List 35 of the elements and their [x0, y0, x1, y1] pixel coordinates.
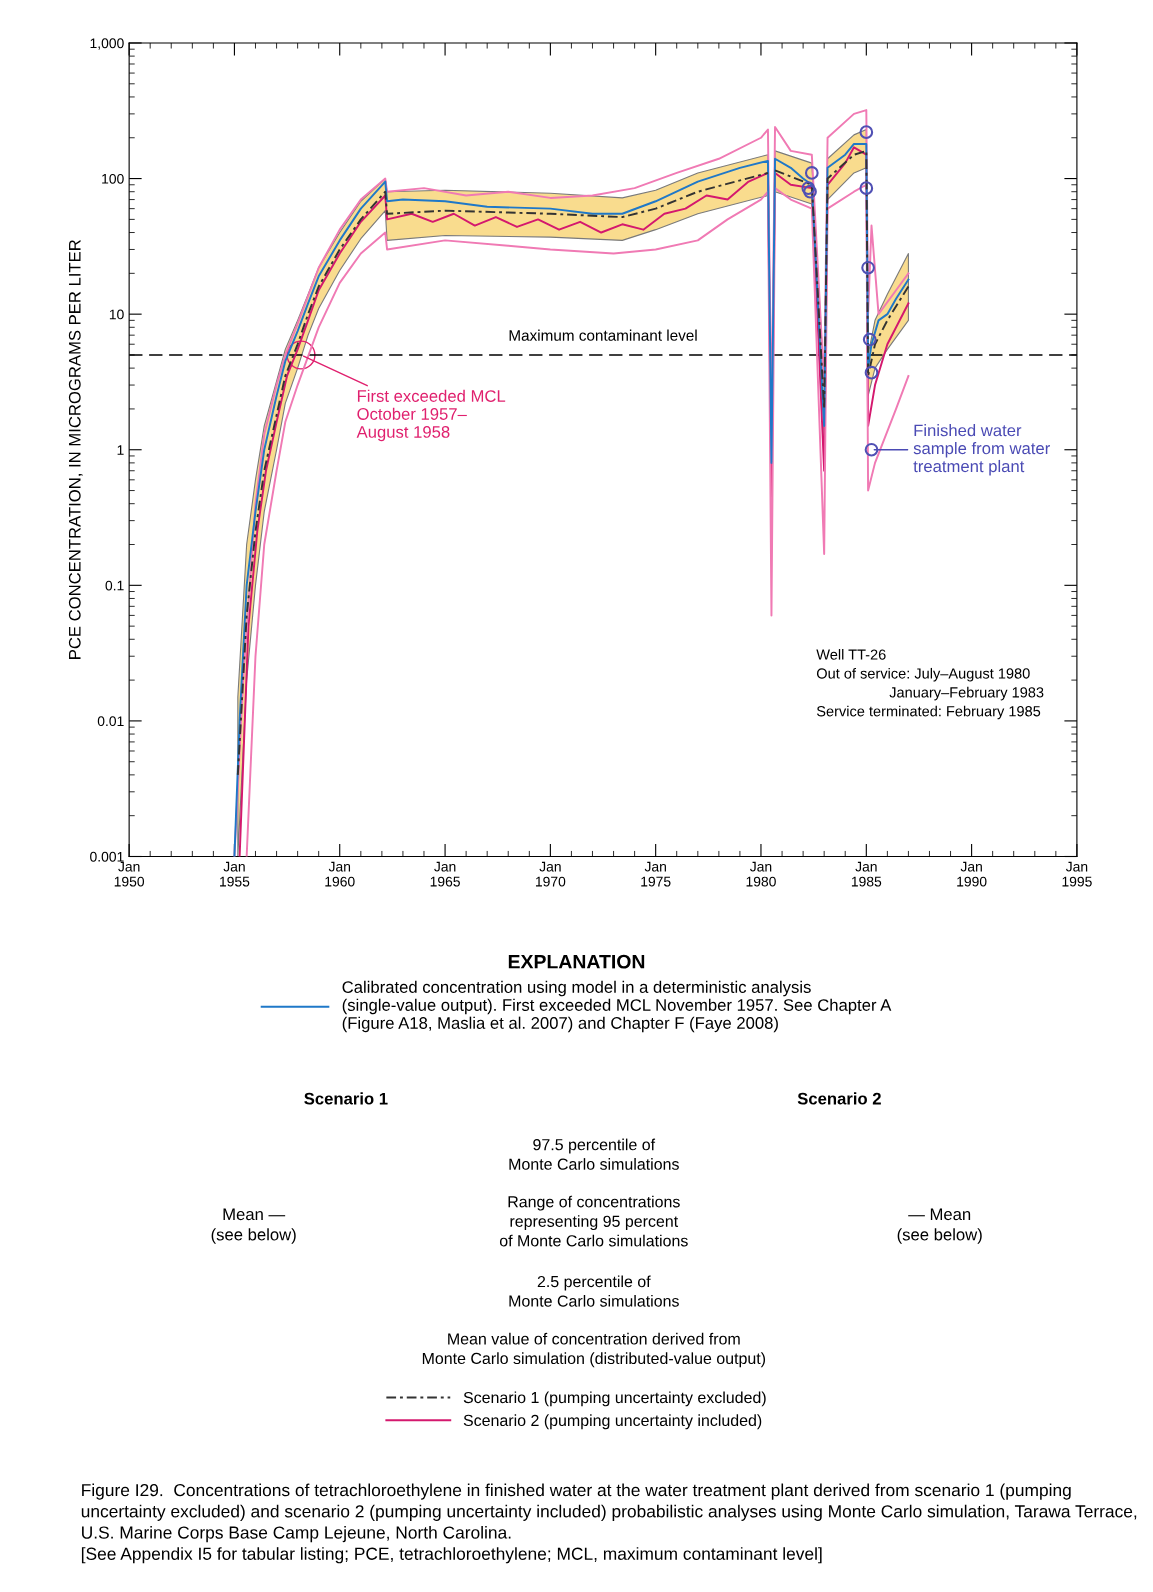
legend-label: Scenario 2 (pumping uncertainty included): [463, 1414, 762, 1430]
y-axis-title: PCE CONCENTRATION, IN MICROGRAMS PER LITER: [68, 240, 83, 659]
y-tick-label: 0.1: [105, 580, 124, 591]
y-tick-label: 0.01: [97, 716, 124, 727]
x-tick-label: Jan 1965: [430, 861, 460, 887]
x-tick-label: Jan 1985: [851, 861, 882, 887]
y-tick-label: 10: [109, 309, 124, 320]
y-tick-label: 0.001: [90, 851, 124, 862]
caption: Figure I29. Concentrations of tetrachloroethylene in finished water at the water treatment plant derived from scenario 1 (pumping uncertainty excluded) and scenario 2 (pumping uncertainty included) probabilistic analyses using Monte Carlo simulation, Tarawa Terrace, U.S. Marine Corps Base Camp Lejeune, North Carolina. [See Appendix I5 for tabular listing; PCE, tetrachloroethylene; MCL, maximum contaminant level]: [81, 1483, 1137, 1564]
text: Range of concentrations representing 95 percent of Monte Carlo simulations: [499, 1195, 688, 1247]
text: Scenario 1: [304, 1092, 388, 1105]
text: Mean — (see below): [211, 1208, 296, 1244]
x-tick-label: Jan 1955: [220, 861, 250, 887]
annotation: First exceeded MCL October 1957– August 1958: [356, 389, 506, 442]
text: Mean value of concentration derived from Monte Carlo simulation (distributed-value output): [422, 1332, 766, 1368]
text: 2.5 percentile of Monte Carlo simulations: [509, 1275, 679, 1307]
text: 97.5 percentile of Monte Carlo simulations: [509, 1138, 679, 1170]
x-tick-label: Jan 1970: [535, 861, 566, 887]
legend-label: Calibrated concentration using model in a deterministic analysis (single-value output). First exceeded MCL November 1957. See Chapter A (Figure A18, Maslia et al. 2007) and Chapter F (Faye 2008): [342, 980, 892, 1033]
legend-title: EXPLANATION: [508, 954, 645, 969]
text: Scenario 2: [797, 1092, 881, 1105]
y-tick-label: 100: [102, 173, 124, 184]
x-tick-label: Jan 1975: [641, 861, 671, 887]
x-tick-label: Jan 1995: [1062, 861, 1092, 887]
annotation: Finished water sample from water treatment plant: [913, 424, 1050, 476]
y-tick-label: 1,000: [90, 38, 124, 50]
x-tick-label: Jan 1960: [325, 861, 355, 887]
legend-label: Scenario 1 (pumping uncertainty excluded): [463, 1391, 766, 1407]
annotation: Well TT-26 Out of service: July–August 1980 January–February 1983 Service terminated: February 1985: [816, 649, 1044, 720]
x-tick-label: Jan 1980: [746, 861, 776, 887]
x-tick-label: Jan 1950: [114, 861, 145, 887]
text: — Mean (see below): [897, 1208, 982, 1244]
y-tick-label: 1: [117, 445, 124, 455]
ref-line-label: Maximum contaminant level: [509, 329, 697, 341]
x-tick-label: Jan 1990: [957, 861, 987, 887]
